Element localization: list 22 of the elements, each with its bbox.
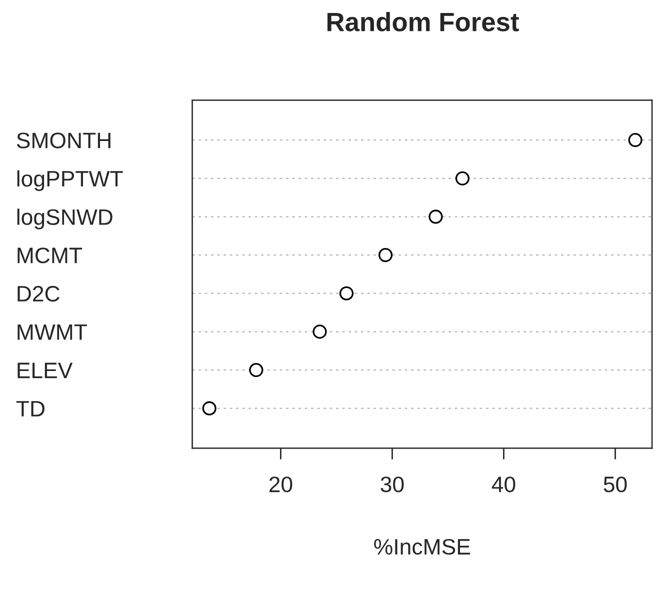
point bbox=[628, 133, 642, 148]
point bbox=[202, 401, 216, 416]
x-tick-label: 30 bbox=[380, 476, 404, 492]
x-tick-label: 20 bbox=[269, 476, 292, 492]
y-tick-label: ELEV bbox=[18, 362, 73, 378]
y-tick-label: D2C bbox=[18, 286, 60, 302]
x-tick-label: 50 bbox=[604, 476, 627, 492]
point bbox=[428, 210, 443, 224]
point bbox=[312, 324, 327, 339]
point bbox=[455, 171, 470, 186]
chart-title: Random Forest bbox=[327, 12, 519, 32]
y-tick-label: SMONTH bbox=[16, 132, 110, 148]
y-tick-label: TD bbox=[16, 401, 44, 416]
y-tick-label: MWMT bbox=[18, 324, 87, 340]
x-axis-title: %IncMSE bbox=[374, 538, 470, 555]
y-tick-label: MCMT bbox=[18, 248, 82, 264]
point bbox=[249, 362, 264, 378]
y-tick-label: logPPTWT bbox=[17, 170, 123, 192]
y-tick-label: logSNWD bbox=[17, 208, 112, 230]
point bbox=[378, 248, 393, 262]
x-tick-label: 40 bbox=[492, 476, 516, 492]
point bbox=[339, 286, 354, 300]
